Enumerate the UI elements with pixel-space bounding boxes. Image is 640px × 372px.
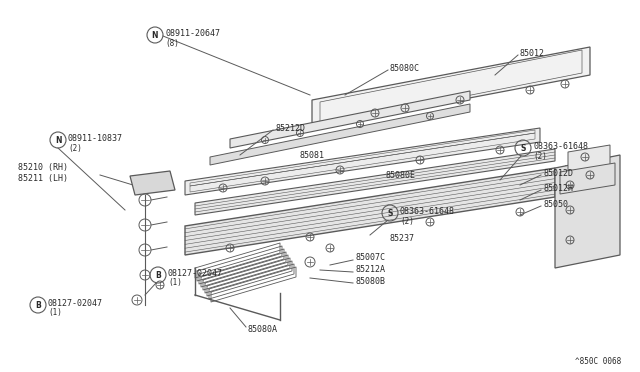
Text: S: S: [387, 208, 393, 218]
Polygon shape: [560, 163, 615, 194]
Polygon shape: [210, 104, 470, 165]
Text: (1): (1): [168, 279, 182, 288]
Text: 85007C: 85007C: [355, 253, 385, 263]
Text: (8): (8): [165, 38, 179, 48]
Text: 85012H: 85012H: [543, 183, 573, 192]
Text: 85012D: 85012D: [543, 169, 573, 177]
Text: 85050: 85050: [543, 199, 568, 208]
Text: 08911-20647: 08911-20647: [165, 29, 220, 38]
Text: 08911-10837: 08911-10837: [68, 134, 123, 142]
Text: (1): (1): [48, 308, 62, 317]
Text: 85080C: 85080C: [390, 64, 420, 73]
Text: B: B: [155, 270, 161, 279]
Polygon shape: [130, 171, 175, 195]
Text: 85080E: 85080E: [385, 170, 415, 180]
Polygon shape: [185, 128, 540, 195]
Text: B: B: [35, 301, 41, 310]
Text: 85080A: 85080A: [248, 326, 278, 334]
Text: 85212D: 85212D: [275, 124, 305, 132]
Polygon shape: [195, 149, 555, 215]
Text: 85080B: 85080B: [355, 278, 385, 286]
Text: ^850C 0068: ^850C 0068: [575, 357, 621, 366]
Text: N: N: [55, 135, 61, 144]
Text: N: N: [152, 31, 158, 39]
Text: 85081: 85081: [300, 151, 325, 160]
Text: (2): (2): [400, 217, 414, 225]
Text: (2): (2): [68, 144, 82, 153]
Text: S: S: [520, 144, 525, 153]
Text: 08127-02047: 08127-02047: [168, 269, 223, 278]
Polygon shape: [185, 168, 555, 255]
Polygon shape: [568, 145, 610, 172]
Polygon shape: [555, 155, 620, 268]
Polygon shape: [230, 91, 470, 148]
Polygon shape: [312, 47, 590, 128]
Text: 85212A: 85212A: [355, 266, 385, 275]
Text: 08363-61648: 08363-61648: [533, 141, 588, 151]
Text: 08127-02047: 08127-02047: [48, 298, 103, 308]
Text: 85210 (RH): 85210 (RH): [18, 163, 68, 171]
Text: 85237: 85237: [390, 234, 415, 243]
Text: 85012: 85012: [520, 48, 545, 58]
Text: 08363-61648: 08363-61648: [400, 206, 455, 215]
Text: 85211 (LH): 85211 (LH): [18, 173, 68, 183]
Text: (2): (2): [533, 151, 547, 160]
